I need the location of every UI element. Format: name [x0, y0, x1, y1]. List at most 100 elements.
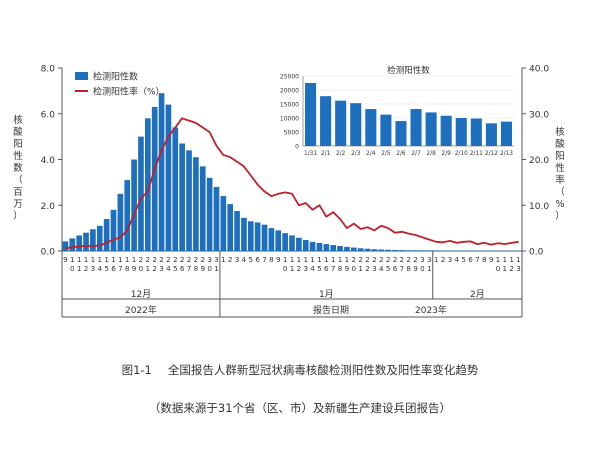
bar-2023-01-10 [282, 233, 288, 251]
bar-2023-02-02 [440, 250, 446, 251]
legend-swatch-bar [75, 72, 88, 80]
x-day-label: 2 [372, 255, 377, 264]
x-day-label: 2 [406, 255, 411, 264]
x-day-label: 7 [475, 255, 480, 264]
x-day-label: 2 [139, 255, 144, 264]
x-day-label-2: 5 [104, 264, 109, 273]
x-day-label: 2 [386, 255, 391, 264]
inset-x-tick-label: 2/4 [366, 151, 376, 157]
x-day-label-2: 6 [393, 264, 398, 273]
x-day-label-2: 7 [118, 264, 123, 273]
x-day-label: 1 [77, 255, 82, 264]
x-day-label: 2 [166, 255, 171, 264]
x-day-label: 3 [427, 255, 432, 264]
inset-x-tick-label: 2/3 [351, 151, 361, 157]
left-tick-label: 6.0 [41, 110, 56, 120]
month-label: 12月 [131, 289, 151, 300]
x-day-label: 1 [70, 255, 75, 264]
inset-x-tick-label: 2/12 [485, 151, 498, 157]
figure-title: 全国报告人群新型冠状病毒核酸检测阳性数及阳性率变化趋势 [167, 363, 479, 377]
x-day-label-2: 1 [427, 264, 432, 273]
bar-2022-12-09 [62, 241, 69, 251]
x-day-label-2: 2 [365, 264, 370, 273]
inset-bar-2/7 [410, 109, 422, 146]
x-day-label-2: 2 [152, 264, 157, 273]
x-day-label: 2 [400, 255, 405, 264]
x-day-label-2: 8 [406, 264, 411, 273]
bar-2023-01-04 [241, 217, 247, 251]
inset-x-tick-label: 2/10 [455, 151, 468, 157]
x-day-label: 2 [352, 255, 357, 264]
bar-2022-12-13 [90, 229, 96, 251]
x-day-label: 2 [152, 255, 157, 264]
left-tick-label: 2.0 [41, 202, 56, 212]
bar-2023-01-13 [302, 240, 309, 251]
x-day-label: 1 [221, 255, 226, 264]
right-tick-label: 30.0 [529, 110, 549, 120]
right-tick-label: 0.0 [529, 248, 544, 258]
x-day-label: 1 [338, 255, 343, 264]
x-day-label-2: 3 [303, 264, 308, 273]
x-day-label: 8 [482, 255, 487, 264]
inset-bar-2/1 [320, 96, 332, 146]
bar-2022-12-17 [117, 193, 124, 251]
x-day-label: 2 [228, 255, 233, 264]
x-day-label-2: 0 [139, 264, 144, 273]
y-left-axis-title: 核酸阳性数（百万） [13, 114, 23, 222]
x-day-label: 4 [454, 255, 459, 264]
bar-2022-12-29 [199, 166, 206, 251]
x-day-label: 9 [63, 255, 68, 264]
x-day-label-2: 2 [297, 264, 302, 273]
inset-x-tick-label: 1/31 [304, 151, 317, 157]
bar-2022-12-10 [69, 238, 76, 251]
x-day-label-2: 0 [70, 264, 75, 273]
month-label: 2月 [470, 289, 485, 300]
figure-caption: 图1-1 全国报告人群新型冠状病毒核酸检测阳性数及阳性率变化趋势 [0, 362, 600, 378]
x-day-label-2: 0 [496, 264, 501, 273]
inset-bar-2/12 [485, 123, 497, 146]
bar-2023-01-16 [323, 244, 330, 251]
figure-subtitle: （数据来源于31个省（区、市）及新疆生产建设兵团报告） [148, 401, 452, 415]
bar-2022-12-15 [103, 218, 110, 251]
bar-2022-12-14 [96, 225, 103, 251]
x-day-label: 1 [310, 255, 315, 264]
x-day-label-2: 2 [509, 264, 514, 273]
x-day-label-2: 4 [310, 264, 315, 273]
x-day-label: 1 [303, 255, 308, 264]
x-day-label-2: 8 [338, 264, 343, 273]
x-day-label: 3 [235, 255, 240, 264]
bar-2023-01-07 [261, 224, 268, 251]
inset-bar-2/9 [440, 115, 452, 146]
inset-x-tick-label: 2/8 [426, 151, 436, 157]
x-day-label-2: 9 [132, 264, 137, 273]
bar-2023-01-05 [247, 221, 254, 251]
x-day-label-2: 2 [84, 264, 89, 273]
left-tick-label: 8.0 [41, 65, 56, 75]
x-day-label: 2 [413, 255, 418, 264]
x-day-label-2: 6 [111, 264, 116, 273]
bar-2023-01-17 [330, 245, 337, 251]
x-day-label: 1 [516, 255, 521, 264]
chart-svg: 0.0 2.0 4.0 6.0 8.0 0.0 10.0 20.0 30.0 40.0 核酸阳性数（… [13, 64, 566, 318]
bar-2022-12-20 [138, 136, 144, 251]
bar-2023-01-09 [275, 230, 282, 251]
inset-bar-2/3 [350, 103, 362, 146]
month-label: 1月 [319, 289, 334, 300]
positivity-rate-line [65, 117, 519, 250]
bar-2023-02-03 [447, 250, 453, 251]
legend-label-line: 检测阳性率（%） [93, 86, 165, 98]
x-day-label: 2 [187, 255, 192, 264]
x-day-label-2: 8 [194, 264, 199, 273]
x-day-label: 3 [207, 255, 212, 264]
x-day-label: 2 [146, 255, 151, 264]
inset-bar-2/4 [365, 109, 377, 146]
x-day-label: 6 [255, 255, 260, 264]
x-day-label-2: 6 [324, 264, 329, 273]
bar-2023-01-20 [350, 247, 357, 251]
x-day-label: 1 [97, 255, 102, 264]
x-day-label-2: 9 [345, 264, 350, 273]
bar-2023-01-08 [268, 228, 275, 251]
x-day-label: 1 [91, 255, 96, 264]
bar-2022-12-26 [179, 143, 185, 251]
inset-bar-2/2 [335, 100, 347, 146]
